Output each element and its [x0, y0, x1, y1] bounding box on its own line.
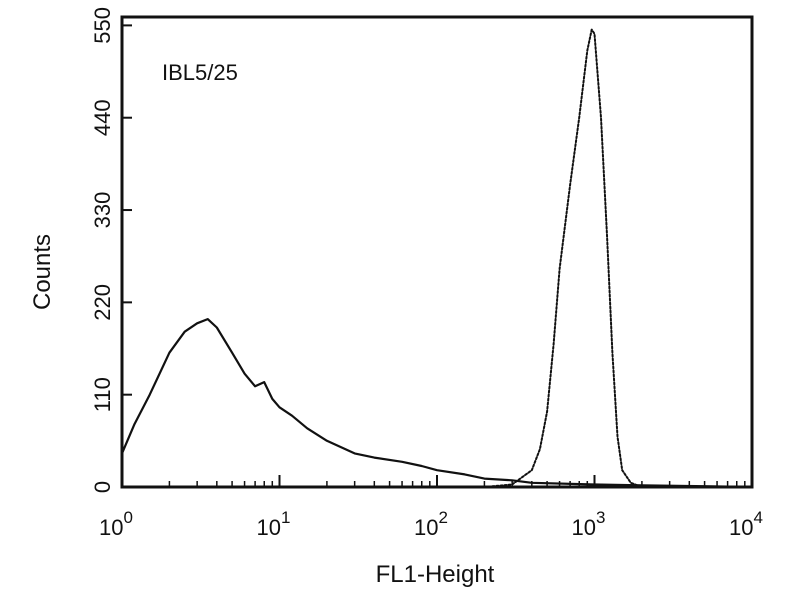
sample-annotation: IBL5/25 — [162, 60, 238, 85]
x-tick-label: 102 — [414, 508, 448, 540]
y-tick-label: 110 — [90, 377, 115, 412]
x-tick-label: 103 — [572, 508, 606, 540]
y-tick-label: 330 — [90, 192, 115, 229]
series-layer — [120, 28, 754, 489]
y-tick-label: 0 — [90, 481, 115, 493]
tick-layer: 0 110 220 330 440 550 100 101 102 103 104 — [90, 7, 763, 540]
x-tick-label: 101 — [257, 508, 291, 540]
x-axis-title: FL1-Height — [376, 561, 495, 588]
y-tick-label: 550 — [90, 7, 115, 44]
x-tick-label: 104 — [729, 508, 763, 540]
y-tick-label: 220 — [90, 284, 115, 321]
histogram-line-1 — [120, 318, 754, 489]
y-axis-title: Counts — [29, 234, 56, 310]
histogram-line-2 — [483, 28, 643, 488]
x-tick-label: 100 — [99, 508, 133, 540]
y-tick-label: 440 — [90, 99, 115, 136]
